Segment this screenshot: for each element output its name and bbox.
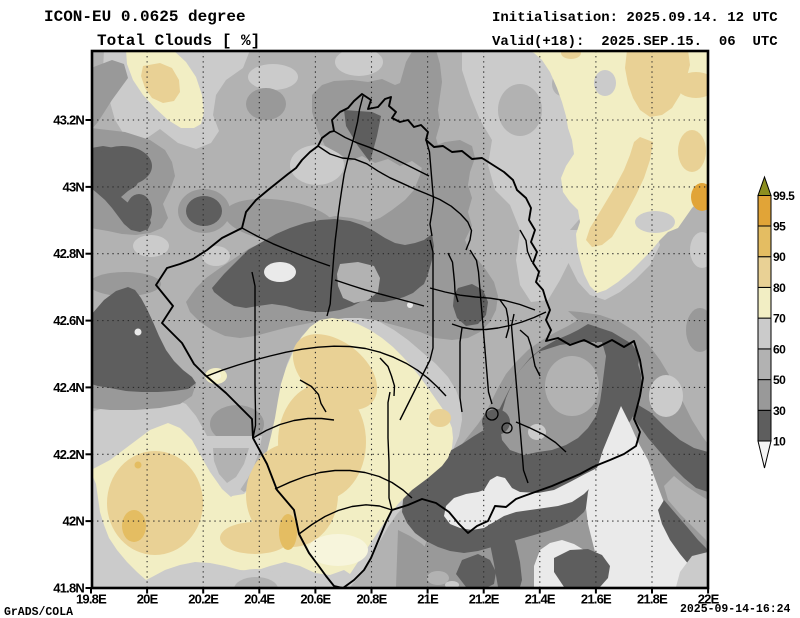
svg-text:2025-09-14-16:24: 2025-09-14-16:24 [680, 603, 791, 616]
svg-text:41.8N: 41.8N [53, 581, 84, 596]
svg-text:20.2E: 20.2E [188, 592, 219, 607]
svg-text:10: 10 [773, 435, 786, 449]
svg-text:Initialisation: 2025.09.14. 12: Initialisation: 2025.09.14. 12 UTC [492, 10, 778, 26]
svg-text:43N: 43N [63, 179, 85, 194]
svg-text:42.4N: 42.4N [53, 380, 84, 395]
svg-text:42.8N: 42.8N [53, 246, 84, 261]
svg-text:90: 90 [773, 250, 786, 264]
svg-text:99.5: 99.5 [773, 189, 795, 203]
svg-text:42N: 42N [63, 514, 85, 529]
svg-text:20.8E: 20.8E [357, 592, 388, 607]
svg-text:21.8E: 21.8E [637, 592, 668, 607]
svg-text:GrADS/COLA: GrADS/COLA [4, 606, 73, 618]
svg-text:20E: 20E [137, 592, 159, 607]
svg-text:ICON-EU 0.0625 degree: ICON-EU 0.0625 degree [44, 8, 246, 26]
svg-text:70: 70 [773, 312, 786, 326]
svg-text:50: 50 [773, 373, 786, 387]
svg-text:20.4E: 20.4E [244, 592, 275, 607]
svg-text:42.6N: 42.6N [53, 313, 84, 328]
svg-text:80: 80 [773, 281, 786, 295]
svg-text:43.2N: 43.2N [53, 113, 84, 128]
svg-text:20.6E: 20.6E [300, 592, 331, 607]
svg-text:95: 95 [773, 220, 786, 234]
svg-text:Total Clouds [ %]: Total Clouds [ %] [97, 32, 260, 50]
svg-text:21.2E: 21.2E [469, 592, 500, 607]
svg-text:60: 60 [773, 342, 786, 356]
svg-text:22E: 22E [698, 592, 720, 607]
svg-text:21E: 21E [417, 592, 439, 607]
svg-text:21.6E: 21.6E [581, 592, 612, 607]
svg-text:19.8E: 19.8E [76, 592, 107, 607]
svg-text:30: 30 [773, 404, 786, 418]
svg-text:42.2N: 42.2N [53, 447, 84, 462]
svg-text:Valid(+18): 2025.SEP.15. 06: Valid(+18): 2025.SEP.15. 06 UTC [492, 34, 778, 50]
svg-text:21.4E: 21.4E [525, 592, 556, 607]
